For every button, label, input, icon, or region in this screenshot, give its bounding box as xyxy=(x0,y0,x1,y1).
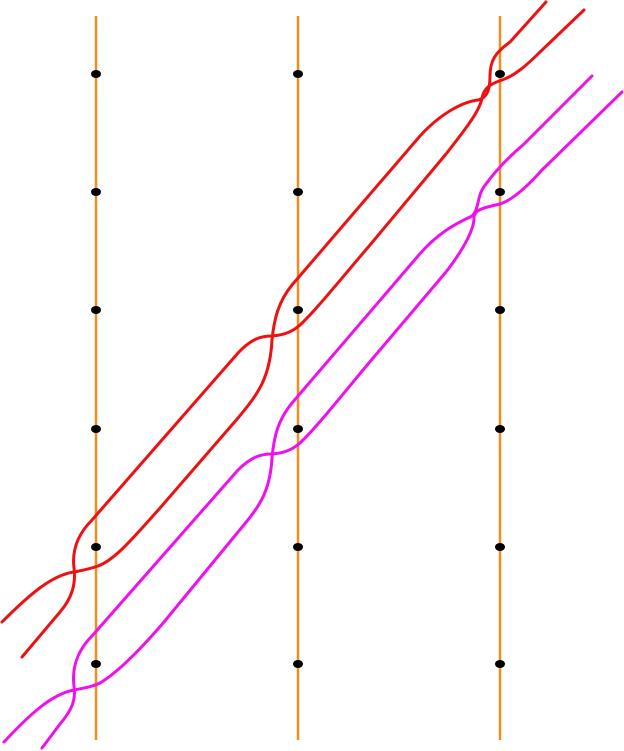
node xyxy=(91,543,101,551)
node xyxy=(495,425,505,433)
node xyxy=(91,70,101,78)
magenta-strand-a xyxy=(2,74,594,744)
node xyxy=(293,543,303,551)
red-strand-a xyxy=(0,0,548,624)
node xyxy=(495,188,505,196)
node xyxy=(91,188,101,196)
node xyxy=(293,188,303,196)
node xyxy=(91,306,101,314)
node xyxy=(495,306,505,314)
red-braid xyxy=(0,0,586,659)
node xyxy=(293,306,303,314)
node xyxy=(293,660,303,668)
node xyxy=(495,543,505,551)
vertical-lines xyxy=(94,16,502,740)
node xyxy=(91,660,101,668)
node xyxy=(91,425,101,433)
node xyxy=(495,70,505,78)
red-strand-b xyxy=(20,8,586,659)
node xyxy=(293,70,303,78)
node xyxy=(293,425,303,433)
nodes xyxy=(91,70,505,668)
node xyxy=(495,660,505,668)
magenta-braid xyxy=(2,74,624,750)
magenta-strand-b xyxy=(40,90,624,750)
